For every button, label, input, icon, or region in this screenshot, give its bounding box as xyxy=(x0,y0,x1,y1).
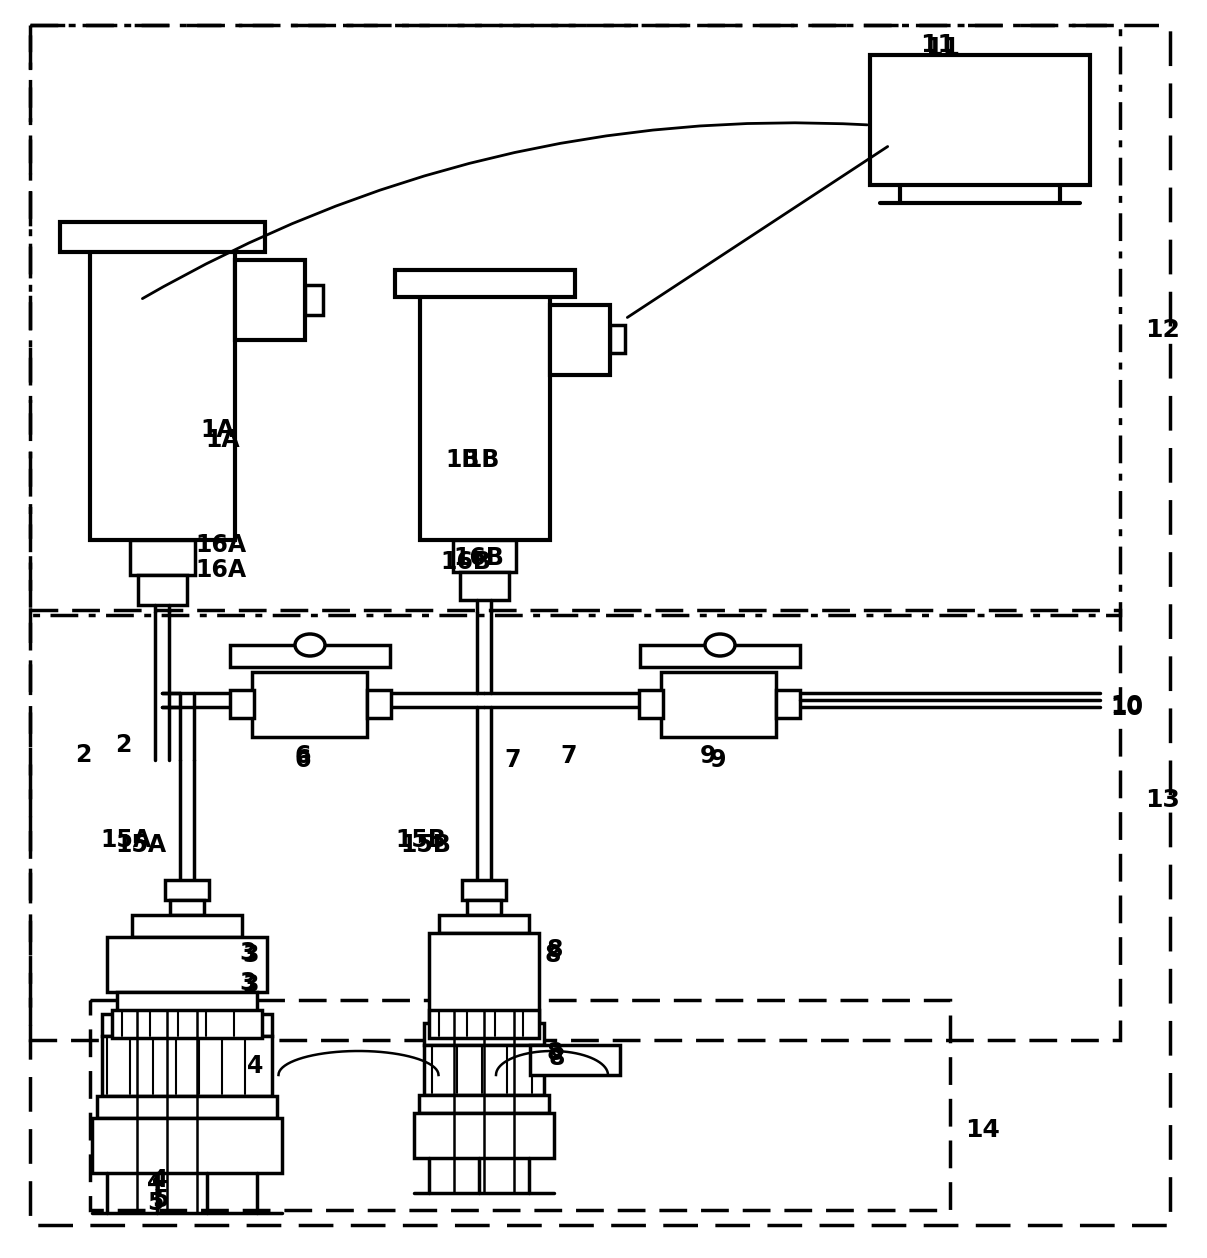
Bar xyxy=(424,1023,544,1045)
Text: 15B: 15B xyxy=(395,828,445,852)
Bar xyxy=(170,899,204,915)
Bar xyxy=(453,540,517,572)
Bar xyxy=(103,1037,272,1096)
Text: 13: 13 xyxy=(1145,788,1180,811)
Text: 14: 14 xyxy=(966,1118,999,1142)
Bar xyxy=(91,250,235,540)
Text: 10: 10 xyxy=(1110,696,1143,720)
Bar xyxy=(92,1118,282,1172)
Text: 8: 8 xyxy=(546,938,562,962)
Text: 3: 3 xyxy=(241,944,258,967)
Bar xyxy=(870,55,1090,185)
Text: 9: 9 xyxy=(700,743,717,767)
Bar xyxy=(610,325,625,353)
Bar xyxy=(428,1010,540,1038)
Text: 8: 8 xyxy=(546,1042,562,1066)
Bar xyxy=(30,25,1120,615)
Bar xyxy=(30,610,1120,1040)
Text: 11: 11 xyxy=(925,36,960,60)
Text: 15A: 15A xyxy=(100,828,151,852)
Text: 6: 6 xyxy=(295,749,311,772)
Bar xyxy=(112,1010,262,1038)
Bar xyxy=(428,933,540,1023)
Text: 4: 4 xyxy=(247,1054,263,1078)
Text: 1B: 1B xyxy=(445,448,479,472)
Text: 16B: 16B xyxy=(441,550,491,574)
Text: 11: 11 xyxy=(920,33,955,57)
Bar xyxy=(460,572,509,600)
Bar xyxy=(60,221,266,252)
Bar xyxy=(132,915,241,937)
Text: 1B: 1B xyxy=(465,448,500,472)
Text: 15B: 15B xyxy=(400,833,451,857)
Ellipse shape xyxy=(295,634,325,655)
Bar xyxy=(414,1113,554,1159)
Text: 3: 3 xyxy=(239,941,256,965)
Bar xyxy=(462,881,506,899)
Bar xyxy=(639,689,663,718)
Text: 10: 10 xyxy=(1110,694,1143,718)
Bar xyxy=(530,1045,620,1076)
Text: 9: 9 xyxy=(710,749,727,772)
Text: 1A: 1A xyxy=(205,428,240,452)
Bar xyxy=(419,1094,549,1113)
Text: 4: 4 xyxy=(147,1171,163,1195)
Text: 5: 5 xyxy=(152,1188,169,1211)
Text: 1A: 1A xyxy=(200,418,234,442)
Bar xyxy=(776,689,800,718)
Bar xyxy=(439,915,529,933)
Text: 12: 12 xyxy=(1145,318,1180,342)
Text: 7: 7 xyxy=(560,743,577,767)
Bar xyxy=(420,294,550,540)
Bar xyxy=(107,937,267,993)
Bar xyxy=(138,575,187,605)
Bar xyxy=(117,993,257,1014)
Bar xyxy=(252,672,367,737)
Bar xyxy=(367,689,391,718)
Bar xyxy=(231,645,390,667)
Text: 16A: 16A xyxy=(196,559,246,582)
Bar xyxy=(97,1096,276,1118)
Text: 16B: 16B xyxy=(453,546,503,570)
Ellipse shape xyxy=(705,634,735,655)
Bar xyxy=(550,304,610,375)
Bar xyxy=(467,899,501,915)
Text: 6: 6 xyxy=(295,743,311,767)
Text: 5: 5 xyxy=(147,1191,163,1215)
Text: 4: 4 xyxy=(152,1167,168,1193)
Text: 7: 7 xyxy=(505,749,520,772)
Bar xyxy=(91,1000,950,1210)
Text: 2: 2 xyxy=(75,743,92,767)
Bar xyxy=(130,540,196,575)
Bar xyxy=(424,1045,544,1094)
Bar xyxy=(103,1014,272,1037)
Bar xyxy=(305,286,323,314)
Bar xyxy=(395,270,575,297)
Text: 15A: 15A xyxy=(115,833,167,857)
Bar xyxy=(235,260,305,340)
Bar xyxy=(165,881,209,899)
Bar xyxy=(231,689,253,718)
Bar xyxy=(640,645,800,667)
Text: 8: 8 xyxy=(549,1045,566,1071)
Bar xyxy=(661,672,776,737)
Text: 3: 3 xyxy=(241,972,258,998)
Text: 2: 2 xyxy=(115,733,132,757)
Text: 8: 8 xyxy=(544,944,560,967)
Text: 3: 3 xyxy=(239,971,256,995)
Text: 16A: 16A xyxy=(196,533,246,557)
